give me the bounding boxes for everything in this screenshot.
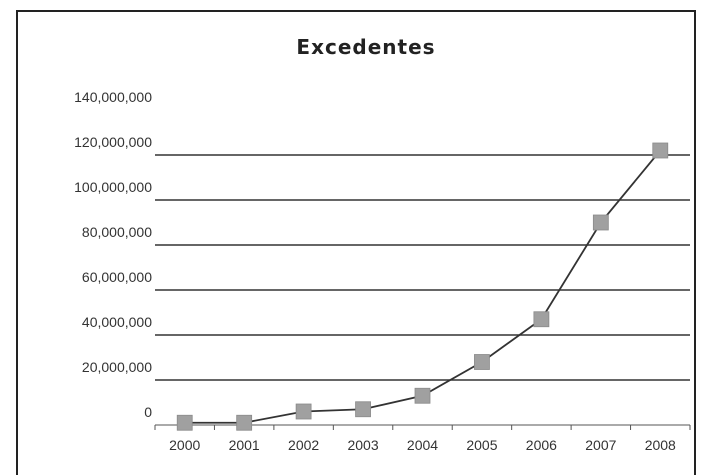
x-tick-label: 2002 [288, 437, 319, 453]
x-tick-label: 2004 [407, 437, 438, 453]
chart-frame [16, 10, 696, 475]
data-point-marker [295, 403, 312, 420]
y-tick-label: 100,000,000 [74, 179, 152, 195]
chart-title: Excedentes [296, 35, 435, 59]
data-series [176, 142, 669, 431]
axes [154, 424, 691, 430]
y-axis-tick-labels: 0 20,000,000 40,000,000 60,000,000 80,000,00… [74, 89, 152, 420]
x-tick-label: 2007 [585, 437, 616, 453]
x-tick-label: 2005 [466, 437, 497, 453]
data-point-marker [355, 401, 371, 418]
data-point-marker [236, 414, 253, 431]
x-axis-tick-labels: 2000 2001 2002 2003 2004 2005 2006 2007 2008 [169, 437, 676, 453]
y-tick-label: 20,000,000 [82, 359, 152, 375]
data-point-marker [414, 387, 431, 404]
y-tick-label: 120,000,000 [74, 134, 152, 150]
y-tick-label: 40,000,000 [82, 314, 152, 330]
series-line [184, 149, 661, 424]
x-tick-label: 2001 [229, 437, 260, 453]
y-tick-label: 60,000,000 [82, 269, 152, 285]
data-point-marker [592, 214, 609, 231]
y-tick-label: 140,000,000 [74, 89, 152, 105]
data-point-marker [176, 414, 193, 431]
x-tick-label: 2003 [347, 437, 378, 453]
grid-lines [155, 154, 690, 381]
x-tick-label: 2000 [169, 437, 200, 453]
y-tick-label: 0 [144, 404, 152, 420]
data-point-marker [652, 142, 669, 159]
data-point-marker [533, 311, 550, 328]
x-tick-label: 2008 [645, 437, 676, 453]
x-tick-label: 2006 [526, 437, 557, 453]
y-tick-label: 80,000,000 [82, 224, 152, 240]
data-point-marker [474, 354, 490, 370]
